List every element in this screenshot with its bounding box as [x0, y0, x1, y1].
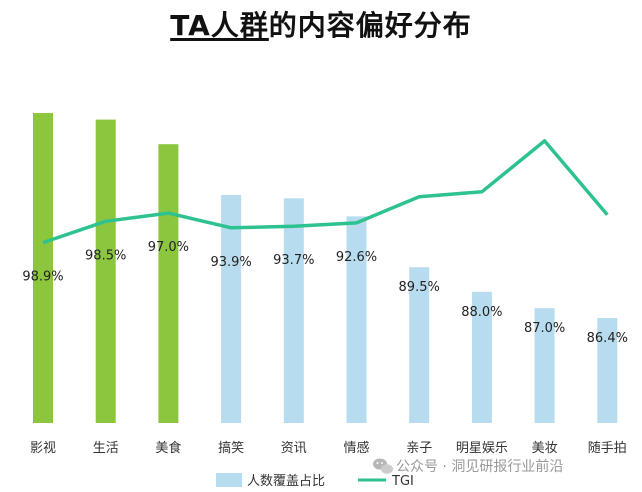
chart-title-underlined: TA人群: [170, 9, 269, 42]
value-label-情感: 92.6%: [336, 250, 377, 265]
watermark: 公众号 · 洞见研报行业前沿: [373, 458, 563, 475]
bar-情感: [346, 216, 367, 423]
legend: 人数覆盖占比 TGI: [216, 473, 414, 489]
value-label-资讯: 93.7%: [273, 253, 314, 268]
legend-line-label: TGI: [391, 474, 414, 489]
bar-影视: [33, 113, 53, 423]
bar-亲子: [409, 267, 430, 423]
value-label-美妆: 87.0%: [524, 321, 565, 336]
category-label-明星娱乐: 明星娱乐: [456, 441, 508, 456]
category-label-group: 影视 生活 美食 搞笑 资讯 情感 亲子 明星娱乐 美妆 随手拍: [30, 440, 627, 456]
chart-title-rest: 的内容偏好分布: [268, 9, 472, 42]
bar-美食: [158, 144, 179, 423]
value-label-亲子: 89.5%: [399, 280, 440, 295]
value-label-明星娱乐: 88.0%: [461, 305, 502, 320]
category-label-随手拍: 随手拍: [588, 441, 627, 456]
category-label-影视: 影视: [30, 441, 56, 456]
bar-搞笑: [221, 195, 242, 423]
category-label-美食: 美食: [155, 440, 181, 456]
bar-明星娱乐: [471, 291, 492, 423]
watermark-text: 公众号 · 洞见研报行业前沿: [396, 458, 563, 475]
bar-生活: [95, 119, 116, 423]
value-label-生活: 98.5%: [85, 248, 126, 263]
value-label-影视: 98.9%: [22, 270, 63, 285]
category-label-亲子: 亲子: [406, 441, 432, 456]
bar-随手拍: [597, 318, 618, 423]
value-label-group: 98.9% 98.5% 97.0% 93.9% 93.7% 92.6% 89.5% 88.0%…: [22, 240, 628, 346]
bar-美妆: [534, 308, 555, 423]
value-label-美食: 97.0%: [148, 240, 189, 255]
value-label-随手拍: 86.4%: [587, 331, 628, 346]
legend-bar-label: 人数覆盖占比: [247, 474, 325, 489]
bar-资讯: [283, 198, 304, 423]
value-label-搞笑: 93.9%: [210, 255, 251, 270]
category-label-生活: 生活: [93, 441, 119, 456]
category-label-美妆: 美妆: [532, 441, 558, 456]
chart-title: TA人群的内容偏好分布: [0, 4, 642, 44]
legend-bar-swatch: [216, 473, 242, 487]
wechat-icon: [373, 458, 393, 474]
bar-group: [33, 113, 618, 423]
category-label-搞笑: 搞笑: [218, 440, 244, 456]
category-label-情感: 情感: [343, 440, 369, 456]
category-label-资讯: 资讯: [281, 441, 307, 456]
tgi-line: [42, 139, 609, 245]
